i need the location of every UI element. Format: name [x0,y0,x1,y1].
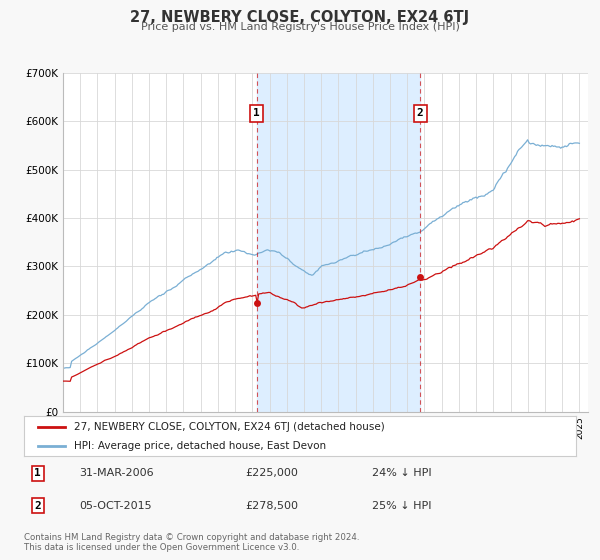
Text: 27, NEWBERY CLOSE, COLYTON, EX24 6TJ: 27, NEWBERY CLOSE, COLYTON, EX24 6TJ [130,10,470,25]
Text: This data is licensed under the Open Government Licence v3.0.: This data is licensed under the Open Gov… [24,543,299,552]
Text: 25% ↓ HPI: 25% ↓ HPI [372,501,431,511]
Text: 1: 1 [253,109,260,119]
Text: 31-MAR-2006: 31-MAR-2006 [79,468,154,478]
Text: 2: 2 [34,501,41,511]
Text: £225,000: £225,000 [245,468,298,478]
Text: 05-OCT-2015: 05-OCT-2015 [79,501,152,511]
Text: 2: 2 [417,109,424,119]
Text: Price paid vs. HM Land Registry's House Price Index (HPI): Price paid vs. HM Land Registry's House … [140,22,460,32]
Text: 24% ↓ HPI: 24% ↓ HPI [372,468,431,478]
Text: 1: 1 [34,468,41,478]
Bar [257,73,420,412]
Text: 27, NEWBERY CLOSE, COLYTON, EX24 6TJ (detached house): 27, NEWBERY CLOSE, COLYTON, EX24 6TJ (de… [74,422,385,432]
Text: £278,500: £278,500 [245,501,298,511]
Text: Contains HM Land Registry data © Crown copyright and database right 2024.: Contains HM Land Registry data © Crown c… [24,533,359,542]
Text: HPI: Average price, detached house, East Devon: HPI: Average price, detached house, East… [74,441,326,450]
